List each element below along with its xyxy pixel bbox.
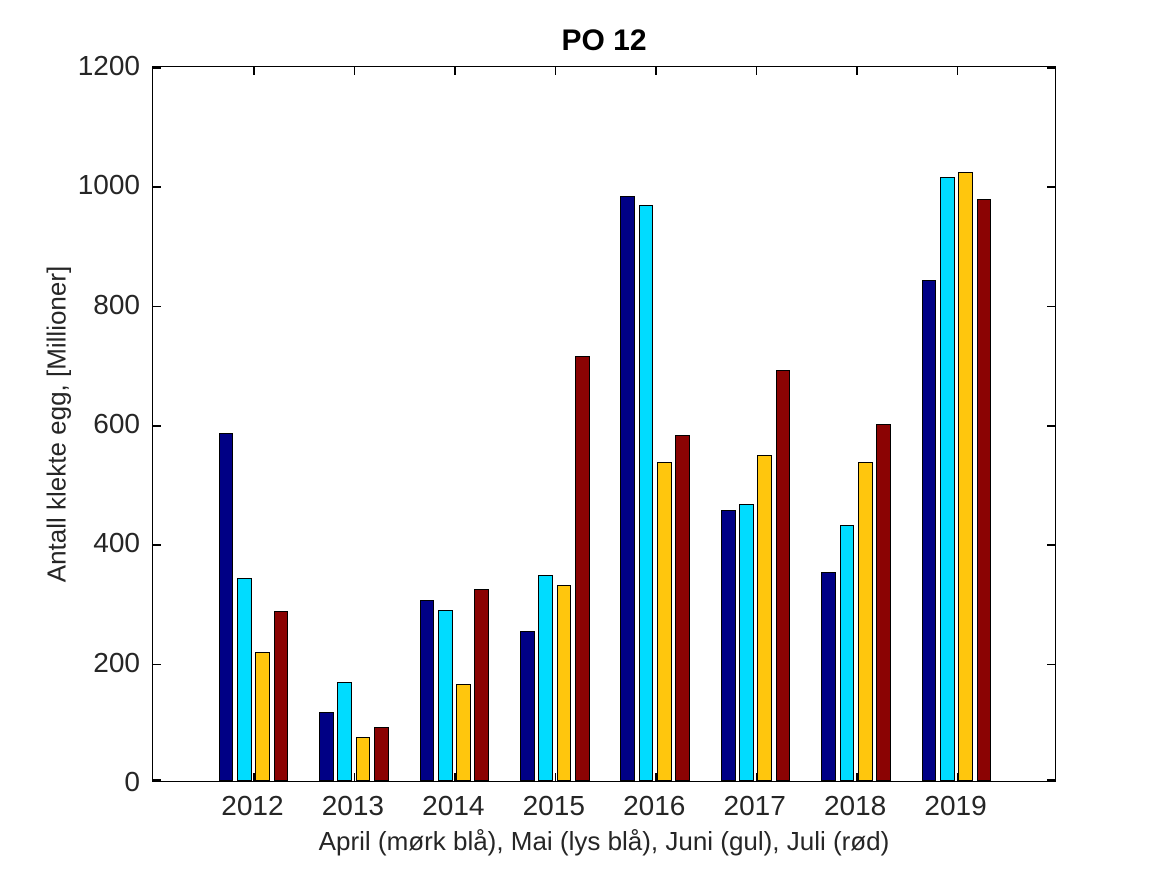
x-tick-top — [253, 67, 255, 75]
bar-2013-series2 — [355, 737, 371, 781]
y-tick-label: 400 — [93, 527, 140, 559]
x-tick-bottom — [554, 773, 557, 781]
x-tick-top — [755, 67, 758, 75]
bar-2017-series0 — [720, 509, 736, 781]
bar-2016-series1 — [638, 204, 654, 781]
plot-area — [152, 66, 1056, 782]
bar-2015-series1 — [538, 574, 553, 781]
bar-2018-series3 — [876, 424, 891, 781]
y-tick-left — [153, 779, 161, 781]
bar-2018-series2 — [857, 461, 873, 781]
bar-2018-series1 — [839, 525, 855, 781]
x-tick-top — [856, 67, 858, 75]
y-tick-left — [153, 544, 161, 546]
bar-2013-series3 — [373, 727, 389, 781]
bar-2017-series1 — [739, 504, 754, 781]
bar-2014-series1 — [437, 609, 453, 781]
y-tick-right — [1047, 305, 1055, 308]
x-tick-label: 2018 — [823, 790, 887, 821]
x-tick-bottom — [655, 773, 657, 781]
x-tick-top — [554, 67, 557, 75]
x-tick-top — [454, 67, 456, 75]
x-axis-label: April (mørk blå), Mai (lys blå), Juni (g… — [318, 826, 890, 856]
bar-2012-series3 — [273, 610, 289, 781]
y-tick-left — [153, 425, 161, 427]
y-tick-left — [153, 663, 161, 666]
x-tick-label: 2015 — [522, 790, 585, 821]
bar-2015-series3 — [574, 355, 590, 781]
x-tick-label: 2012 — [221, 790, 284, 821]
y-tick-left — [153, 67, 161, 69]
x-tick-bottom — [755, 773, 758, 781]
y-tick-right — [1047, 544, 1055, 546]
bar-2015-series2 — [556, 584, 572, 781]
bar-2012-series2 — [255, 652, 270, 781]
bar-2017-series3 — [775, 369, 791, 781]
y-tick-left — [153, 186, 161, 188]
bar-2015-series0 — [519, 631, 535, 781]
x-tick-label: 2016 — [623, 790, 686, 821]
bar-2016-series0 — [620, 196, 636, 781]
x-tick-bottom — [856, 773, 858, 781]
y-tick-right — [1047, 67, 1055, 69]
bar-2013-series1 — [337, 681, 353, 781]
bar-2014-series0 — [419, 599, 435, 781]
bar-2019-series0 — [921, 279, 937, 781]
chart-title: PO 12 — [561, 24, 647, 57]
bar-2019-series1 — [940, 177, 955, 781]
bar-2018-series0 — [821, 572, 836, 781]
x-tick-label: 2017 — [723, 790, 786, 821]
x-tick-bottom — [353, 773, 356, 781]
y-tick-label: 200 — [93, 646, 140, 678]
x-tick-top — [655, 67, 657, 75]
y-tick-label: 1200 — [77, 50, 140, 81]
y-tick-label: 1000 — [77, 169, 140, 201]
bar-2016-series3 — [675, 434, 690, 781]
bar-2013-series0 — [319, 712, 334, 781]
y-tick-label: 0 — [124, 766, 140, 797]
y-axis-label: Antall klekte egg, [Millioner] — [41, 265, 72, 583]
x-tick-bottom — [956, 773, 959, 781]
bar-2012-series1 — [236, 578, 252, 781]
bar-2012-series0 — [218, 433, 234, 781]
x-tick-bottom — [454, 773, 456, 781]
bar-2019-series2 — [958, 172, 974, 781]
bar-2014-series3 — [474, 588, 490, 781]
y-tick-right — [1047, 186, 1055, 188]
y-tick-left — [153, 305, 161, 308]
x-tick-bottom — [253, 773, 255, 781]
bar-2017-series2 — [757, 454, 773, 781]
x-tick-top — [956, 67, 959, 75]
bar-2019-series3 — [976, 199, 992, 781]
x-tick-label: 2014 — [422, 790, 485, 821]
x-tick-label: 2013 — [321, 790, 385, 821]
y-tick-right — [1047, 663, 1055, 666]
bar-2016-series2 — [657, 462, 672, 781]
x-tick-top — [353, 67, 356, 75]
y-tick-label: 800 — [93, 288, 140, 320]
y-tick-label: 600 — [93, 408, 140, 439]
bar-2014-series2 — [456, 683, 471, 781]
x-tick-label: 2019 — [924, 790, 987, 821]
y-tick-right — [1047, 425, 1055, 427]
y-tick-right — [1047, 779, 1055, 781]
